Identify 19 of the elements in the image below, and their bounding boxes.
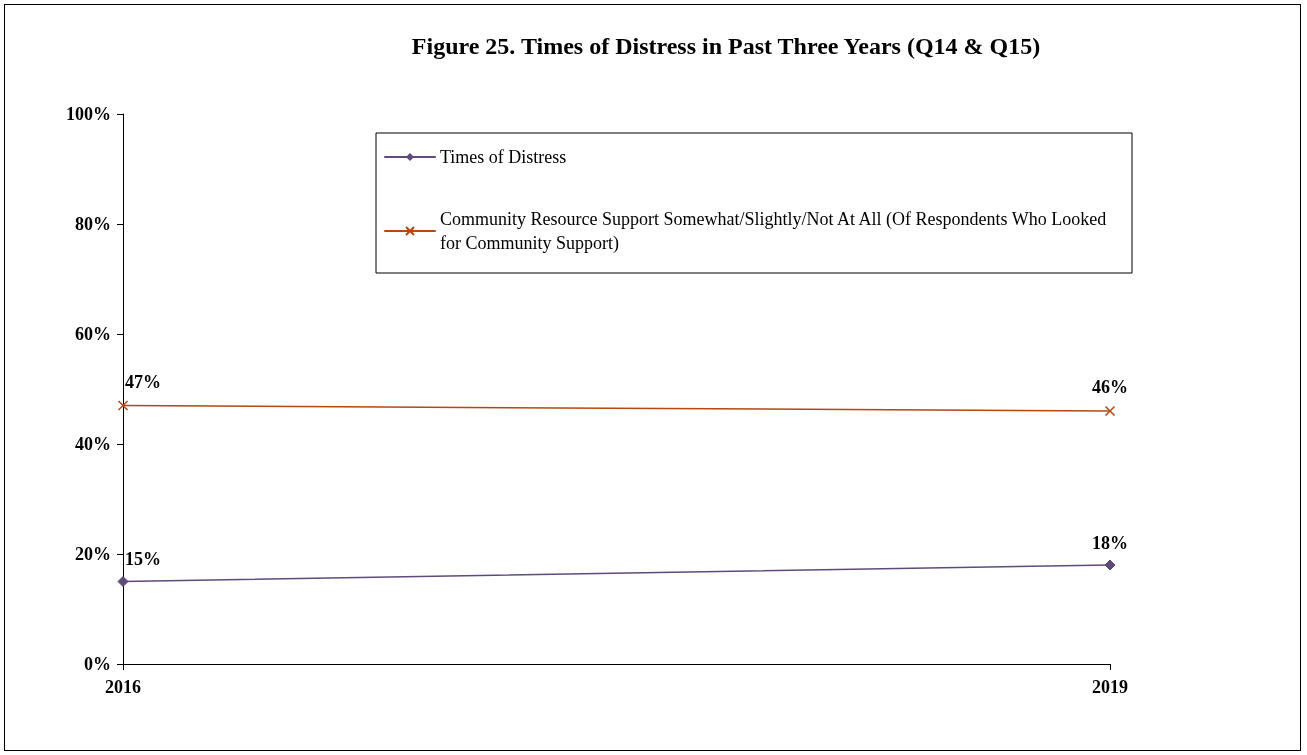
data-label: 15% [125,549,161,569]
y-tick-label: 80% [75,214,111,234]
data-label: 18% [1092,532,1128,553]
chart-title: Figure 25. Times of Distress in Past Three Years (Q14 & Q15) [411,33,1041,59]
data-label: 46% [1092,377,1128,397]
y-tick-label: 100% [66,104,111,124]
point [117,576,129,587]
x-tick-label: 2019 [1092,677,1128,697]
y-tick-label: 60% [75,324,111,344]
point [1104,405,1116,417]
y-tick-label: 0% [84,654,111,674]
y-tick-label: 40% [75,434,111,454]
data-label: 47% [125,371,161,392]
point [1104,559,1116,571]
legend-label: Community Resource Support Somewhat/Slightly/Not At All (Of Respondents Who Looked for Community Support) [440,209,1111,254]
point [117,400,129,411]
y-tick-label: 20% [75,544,111,564]
x-tick-label: 2016 [105,677,141,697]
legend-label: Times of Distress [440,147,567,167]
